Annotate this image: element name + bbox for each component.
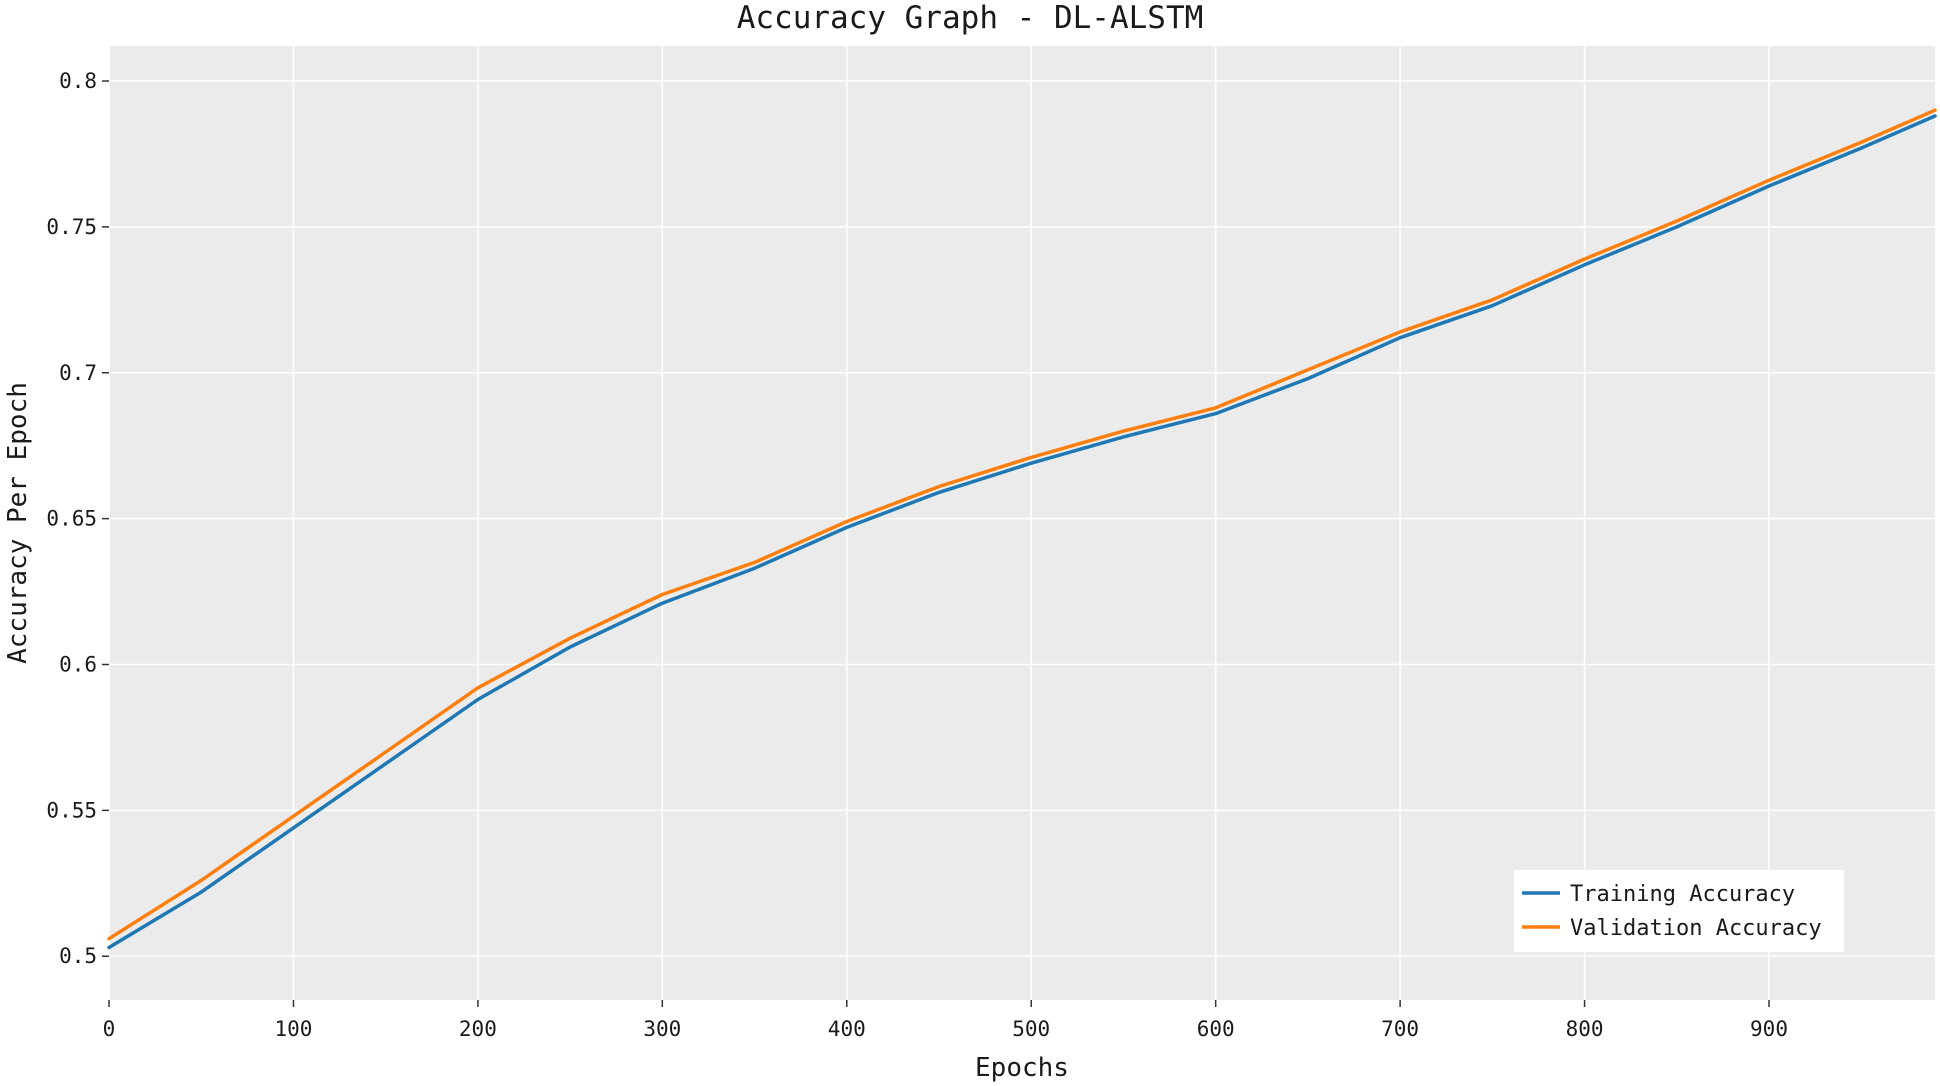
series-line-training-accuracy (107, 114, 1937, 950)
x-axis-label: Epochs (975, 1053, 1069, 1083)
y-tick-label: 0.6 (59, 652, 97, 676)
axis-layer: 0 100 200 300 400 500 600 700 800 900 0.5 0.55 0.6 0.… (46, 69, 1788, 1041)
y-axis-label: Accuracy Per Epoch (3, 382, 33, 664)
legend: Training Accuracy Validation Accuracy (1514, 870, 1844, 952)
x-tick-label: 0 (103, 1017, 116, 1041)
legend-label-validation: Validation Accuracy (1570, 916, 1822, 941)
x-tick-label: 200 (459, 1017, 497, 1041)
chart-title: Accuracy Graph - DL-ALSTM (737, 0, 1204, 36)
y-tick-label: 0.8 (59, 69, 97, 93)
legend-box (1514, 870, 1844, 952)
y-tick-label: 0.55 (46, 798, 97, 822)
grid-layer (108, 46, 1935, 1000)
y-tick-label: 0.75 (46, 215, 97, 239)
x-tick-label: 300 (643, 1017, 681, 1041)
x-tick-label: 600 (1197, 1017, 1235, 1041)
plot-background (109, 46, 1935, 1000)
x-tick-label: 700 (1381, 1017, 1419, 1041)
series-line-validation-accuracy (107, 108, 1937, 941)
legend-label-training: Training Accuracy (1570, 882, 1795, 907)
y-tick-label: 0.65 (46, 507, 97, 531)
x-tick-label: 900 (1750, 1017, 1788, 1041)
y-tick-label: 0.7 (59, 361, 97, 385)
series-layer (107, 108, 1937, 950)
x-tick-label: 400 (828, 1017, 866, 1041)
y-tick-label: 0.5 (59, 944, 97, 968)
x-tick-label: 800 (1566, 1017, 1604, 1041)
x-tick-label: 100 (274, 1017, 312, 1041)
x-tick-label: 500 (1012, 1017, 1050, 1041)
